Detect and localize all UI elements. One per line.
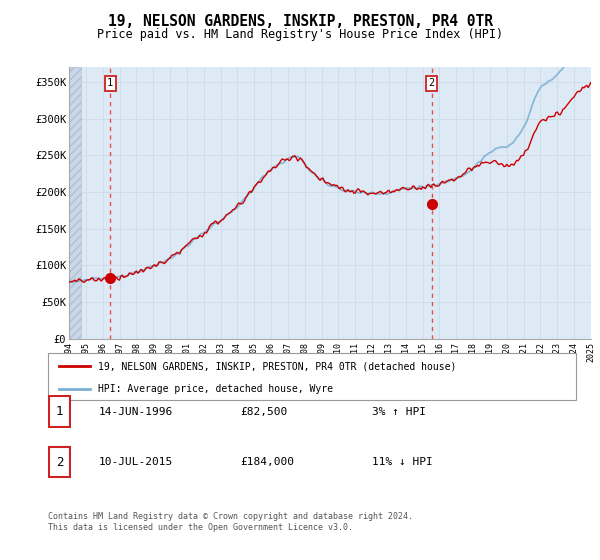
FancyBboxPatch shape (49, 396, 70, 427)
Text: 2: 2 (428, 78, 434, 88)
Text: £184,000: £184,000 (240, 457, 294, 467)
Text: Price paid vs. HM Land Registry's House Price Index (HPI): Price paid vs. HM Land Registry's House … (97, 28, 503, 41)
Text: Contains HM Land Registry data © Crown copyright and database right 2024.
This d: Contains HM Land Registry data © Crown c… (48, 512, 413, 532)
FancyBboxPatch shape (48, 353, 576, 400)
Text: 3% ↑ HPI: 3% ↑ HPI (372, 407, 426, 417)
Text: 14-JUN-1996: 14-JUN-1996 (99, 407, 173, 417)
Text: 11% ↓ HPI: 11% ↓ HPI (372, 457, 433, 467)
Text: 10-JUL-2015: 10-JUL-2015 (99, 457, 173, 467)
Text: 1: 1 (56, 405, 63, 418)
Text: 1: 1 (107, 78, 113, 88)
Text: 19, NELSON GARDENS, INSKIP, PRESTON, PR4 0TR (detached house): 19, NELSON GARDENS, INSKIP, PRESTON, PR4… (98, 361, 457, 371)
Text: £82,500: £82,500 (240, 407, 287, 417)
Text: 19, NELSON GARDENS, INSKIP, PRESTON, PR4 0TR: 19, NELSON GARDENS, INSKIP, PRESTON, PR4… (107, 14, 493, 29)
Text: 2: 2 (56, 455, 63, 469)
FancyBboxPatch shape (49, 447, 70, 477)
Text: HPI: Average price, detached house, Wyre: HPI: Average price, detached house, Wyre (98, 384, 333, 394)
Bar (69, 67, 81, 339)
